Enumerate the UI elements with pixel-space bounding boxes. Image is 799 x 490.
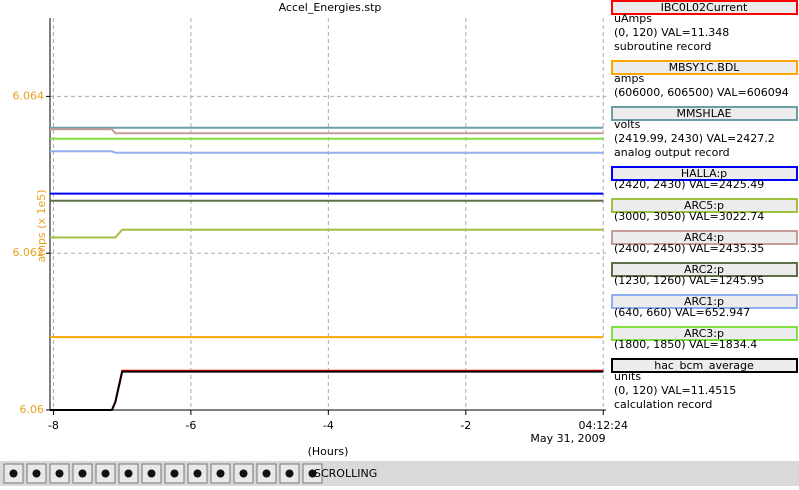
legend-info: subroutine record (614, 40, 711, 53)
status-label: SCROLLING (314, 467, 377, 480)
legend-info: amps (614, 72, 644, 85)
button-icon (262, 469, 271, 478)
legend-info: volts (614, 118, 641, 131)
legend-info: uAmps (614, 12, 652, 25)
button-icon (170, 469, 179, 478)
button-icon (193, 469, 202, 478)
legend-name: MMSHLAE (676, 107, 731, 120)
chart-title: Accel_Energies.stp (279, 1, 382, 14)
button-icon (124, 469, 133, 478)
legend-info: (2400, 2450) VAL=2435.35 (614, 242, 764, 255)
legend-info: (2420, 2430) VAL=2425.49 (614, 178, 764, 191)
legend-info: units (614, 370, 641, 383)
legend-info: calculation record (614, 398, 712, 411)
x-tick-label: -8 (48, 419, 59, 432)
legend-info: (606000, 606500) VAL=606094 (614, 86, 789, 99)
legend-info: (2419.99, 2430) VAL=2427.2 (614, 132, 775, 145)
legend-header[interactable] (611, 358, 798, 373)
x-tick-label: -4 (323, 419, 334, 432)
button-icon (32, 469, 41, 478)
button-icon (78, 469, 87, 478)
legend-name: hac_bcm_average (654, 359, 754, 372)
date-label: May 31, 2009 (530, 432, 605, 445)
legend-header[interactable] (611, 60, 798, 75)
legend-name: HALLA:p (681, 167, 727, 180)
legend-name: ARC3:p (684, 327, 724, 340)
x-tick-label: -6 (185, 419, 196, 432)
legend-header[interactable] (611, 106, 798, 121)
legend-header[interactable] (611, 166, 798, 181)
legend-info: (0, 120) VAL=11.4515 (614, 384, 736, 397)
legend-name: ARC2:p (684, 263, 724, 276)
button-icon (55, 469, 64, 478)
legend-name: IBC0L02Current (661, 1, 748, 14)
legend-info: (640, 660) VAL=652.947 (614, 306, 750, 319)
legend-name: ARC4:p (684, 231, 724, 244)
legend-info: analog output record (614, 146, 730, 159)
legend-info: (0, 120) VAL=11.348 (614, 26, 729, 39)
trace (50, 150, 604, 154)
x-tick-label: -2 (460, 419, 471, 432)
legend-name: ARC5:p (684, 199, 724, 212)
legend-name: ARC1:p (684, 295, 724, 308)
legend-header[interactable] (611, 262, 798, 277)
legend-header[interactable] (611, 294, 798, 309)
legend-info: (1800, 1850) VAL=1834.4 (614, 338, 757, 351)
trace (50, 228, 604, 239)
legend-header[interactable] (611, 198, 798, 213)
legend-header[interactable] (611, 230, 798, 245)
legend-name: MBSY1C.BDL (669, 61, 741, 74)
legend-info: (1230, 1260) VAL=1245.95 (614, 274, 764, 287)
button-icon (216, 469, 225, 478)
legend-info: (3000, 3050) VAL=3022.74 (614, 210, 764, 223)
button-icon (147, 469, 156, 478)
x-axis-label: (Hours) (308, 445, 349, 458)
legend-header[interactable] (611, 0, 798, 15)
x-tick-label: 04:12:24 (579, 419, 628, 432)
trace (50, 370, 604, 411)
button-icon (239, 469, 248, 478)
legend-header[interactable] (611, 326, 798, 341)
toolbar-buttons (3, 463, 323, 484)
button-icon (101, 469, 110, 478)
y-tick-label: 6.06 (20, 403, 45, 416)
button-icon (308, 469, 317, 478)
y-axis-label: amps (x 1e5) (35, 189, 48, 262)
trace (50, 128, 604, 135)
button-icon (285, 469, 294, 478)
y-tick-label: 6.062 (13, 246, 45, 259)
button-icon (9, 469, 18, 478)
y-tick-label: 6.064 (13, 89, 45, 102)
